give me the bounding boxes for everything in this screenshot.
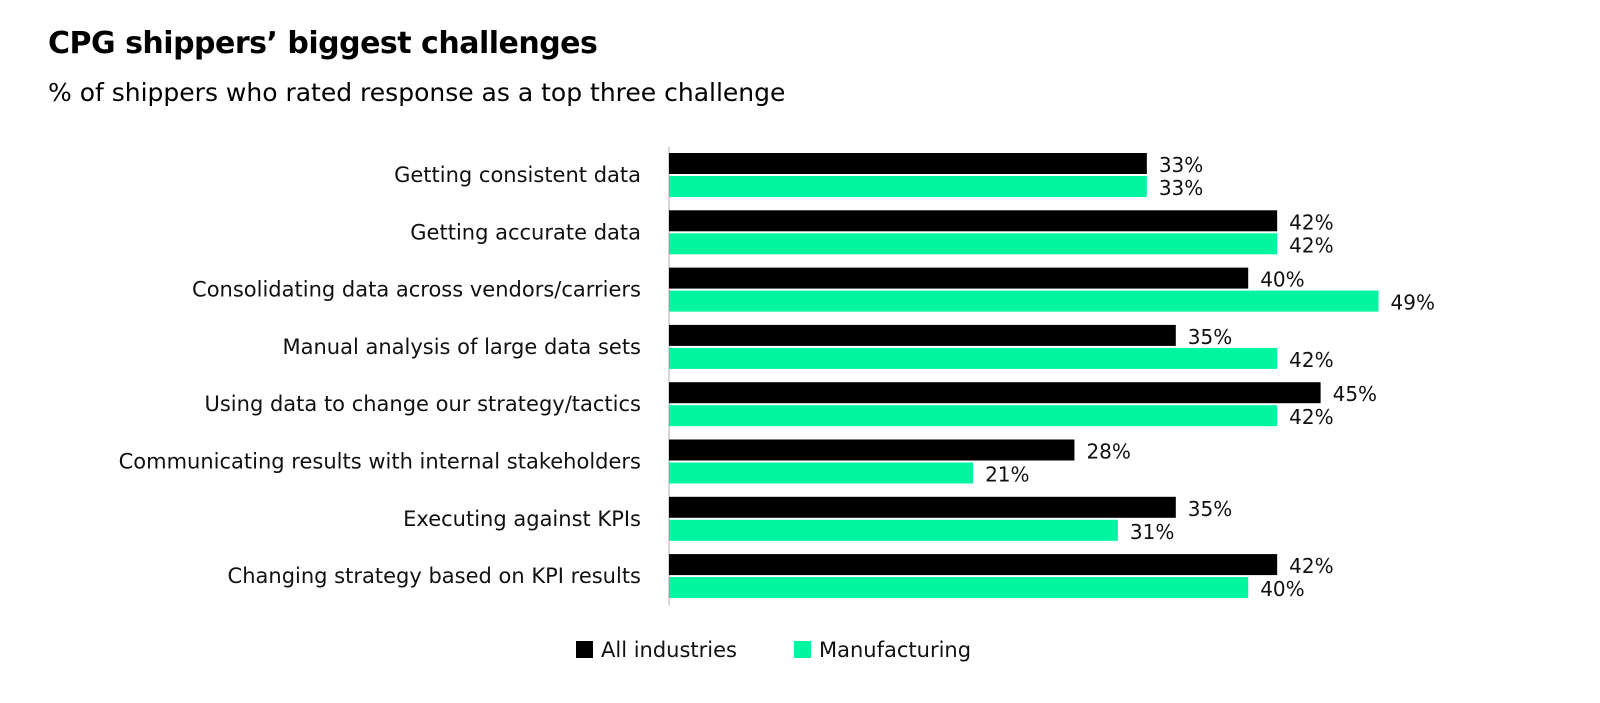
bar-all-industries <box>669 153 1147 174</box>
data-label: 35% <box>1188 325 1232 349</box>
data-label: 42% <box>1289 210 1333 234</box>
data-label: 42% <box>1289 233 1333 257</box>
data-label: 40% <box>1260 577 1304 601</box>
category-label: Consolidating data across vendors/carrie… <box>192 278 641 302</box>
data-label: 42% <box>1289 554 1333 578</box>
data-label: 33% <box>1159 176 1203 200</box>
bar-all-industries <box>669 496 1176 518</box>
category-label: Executing against KPIs <box>403 507 641 531</box>
category-label: Getting accurate data <box>410 220 641 244</box>
category-label: Changing strategy based on KPI results <box>228 564 641 588</box>
legend-label: Manufacturing <box>819 638 971 662</box>
bar-manufacturing <box>669 290 1379 312</box>
legend-label: All industries <box>601 638 737 662</box>
bar-manufacturing <box>669 462 974 484</box>
legend-swatch-all-industries <box>576 641 593 658</box>
bar-manufacturing <box>669 176 1147 197</box>
category-label: Getting consistent data <box>394 163 641 187</box>
data-label: 42% <box>1289 405 1333 429</box>
bar-all-industries <box>669 267 1249 289</box>
data-label: 35% <box>1188 497 1232 521</box>
chart-subtitle: % of shippers who rated response as a to… <box>48 78 786 107</box>
data-label: 28% <box>1086 440 1130 464</box>
category-label: Manual analysis of large data sets <box>282 335 641 359</box>
bar-manufacturing <box>669 577 1249 599</box>
bar-manufacturing <box>669 519 1118 541</box>
bar-manufacturing <box>669 347 1278 369</box>
data-label: 45% <box>1333 382 1377 406</box>
category-label: Communicating results with internal stak… <box>119 450 641 474</box>
bar-all-industries <box>669 210 1278 232</box>
bar-all-industries <box>669 324 1176 346</box>
data-label: 42% <box>1289 348 1333 372</box>
chart-title: CPG shippers’ biggest challenges <box>48 26 598 61</box>
bar-all-industries <box>669 439 1075 461</box>
bar-manufacturing <box>669 233 1278 255</box>
data-label: 31% <box>1130 520 1174 544</box>
data-label: 40% <box>1260 268 1304 292</box>
category-label: Using data to change our strategy/tactic… <box>205 392 642 416</box>
legend-swatch-manufacturing <box>794 641 811 658</box>
bar-manufacturing <box>669 405 1278 427</box>
bar-all-industries <box>669 382 1321 404</box>
data-label: 33% <box>1159 153 1203 177</box>
bar-all-industries <box>669 554 1278 576</box>
data-label: 21% <box>985 463 1029 487</box>
data-label: 49% <box>1391 291 1435 315</box>
